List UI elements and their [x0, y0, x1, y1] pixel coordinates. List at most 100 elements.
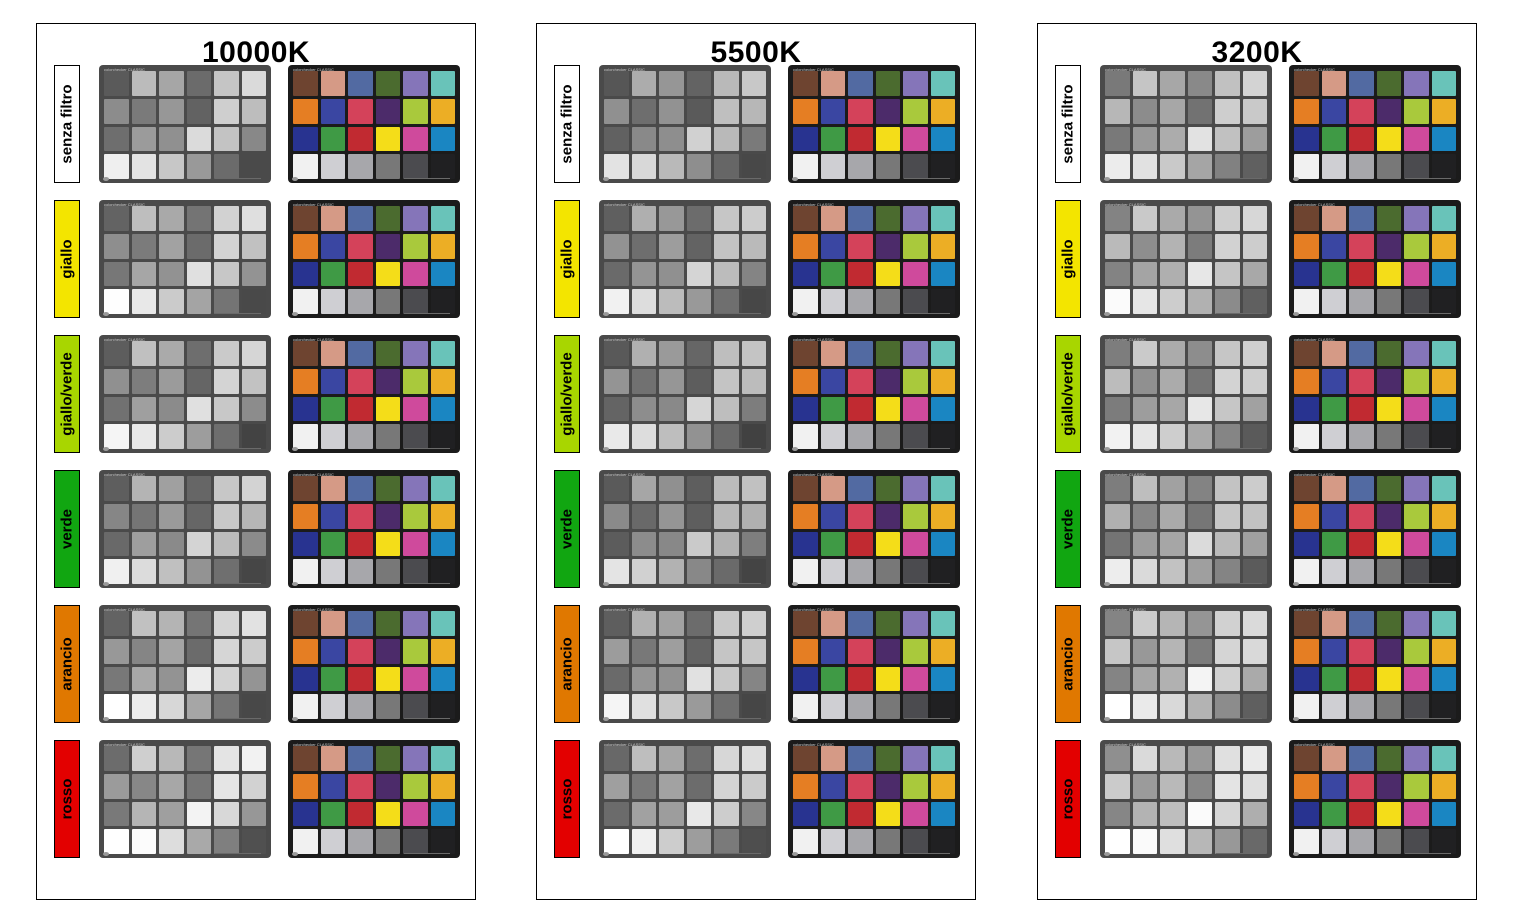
color-patch [375, 154, 400, 179]
chart-brand-label: colorchecker CLASSIC [1294, 742, 1335, 747]
gray-patch [741, 773, 766, 799]
color-patch [1294, 801, 1319, 827]
x-rite-logo-icon [603, 447, 609, 451]
color-patch [375, 341, 400, 366]
color-patch [1376, 206, 1401, 231]
filter-row-arancio: arancio colorchecker CLASSIC colorchecker … [1038, 603, 1476, 723]
color-patch [293, 559, 318, 584]
chart-brand-label: colorchecker CLASSIC [293, 202, 334, 207]
color-patch [820, 801, 845, 827]
gray-patch [1187, 261, 1212, 287]
gray-patch [186, 126, 211, 152]
color-patch [930, 801, 955, 827]
color-patch [1431, 638, 1456, 664]
color-patch [903, 476, 928, 501]
color-patch [375, 71, 400, 96]
gray-patch [1215, 126, 1240, 152]
patch-grid [1105, 746, 1267, 854]
gray-patch [631, 71, 656, 96]
gray-patch [714, 396, 739, 422]
gray-patch [131, 476, 156, 501]
color-patch [320, 638, 345, 664]
gray-patch [159, 126, 184, 152]
color-patch [1404, 261, 1429, 287]
panel-title: 5500K [710, 36, 802, 69]
color-patch [903, 746, 928, 771]
chart-footer-line [904, 178, 950, 179]
color-patch [1294, 503, 1319, 529]
color-patch [430, 801, 455, 827]
gray-patch [604, 559, 629, 584]
gray-patch [1105, 666, 1130, 692]
color-patch [348, 666, 373, 692]
gray-patch [631, 233, 656, 259]
x-rite-logo-icon [603, 852, 609, 856]
color-patch [430, 368, 455, 394]
gray-patch [714, 638, 739, 664]
color-patch [1294, 368, 1319, 394]
panel-5500k: 5500K senza filtro colorchecker CLASSIC col… [536, 23, 976, 900]
color-patch [403, 424, 428, 449]
color-patch [1431, 424, 1456, 449]
color-patch [403, 206, 428, 231]
color-patch [1431, 611, 1456, 636]
chart-brand-label: colorchecker CLASSIC [793, 202, 834, 207]
gray-patch [214, 694, 239, 719]
color-patch [348, 289, 373, 314]
color-patch [1376, 396, 1401, 422]
grayscale-colorchecker-photo: colorchecker CLASSIC [99, 470, 271, 588]
patch-grid [1105, 611, 1267, 719]
color-patch [1376, 559, 1401, 584]
chart-footer-line [715, 583, 761, 584]
x-rite-logo-icon [1293, 312, 1299, 316]
gray-patch [604, 341, 629, 366]
filter-row-verde: verde colorchecker CLASSIC colorchecker CL… [1038, 468, 1476, 588]
gray-patch [1215, 396, 1240, 422]
color-patch [1321, 289, 1346, 314]
color-patch [320, 531, 345, 557]
colorchecker-reference-chart: colorchecker CLASSIC [1289, 470, 1461, 588]
color-patch [930, 611, 955, 636]
gray-patch [686, 396, 711, 422]
color-patch [430, 611, 455, 636]
color-patch [1349, 829, 1374, 854]
color-patch [793, 368, 818, 394]
gray-patch [604, 396, 629, 422]
x-rite-logo-icon [103, 447, 109, 451]
filter-row-giallo-verde: giallo/verde colorchecker CLASSIC colorche… [1038, 333, 1476, 453]
gray-patch [241, 396, 266, 422]
color-patch [848, 531, 873, 557]
color-patch [875, 559, 900, 584]
gray-patch [104, 368, 129, 394]
color-patch [930, 638, 955, 664]
gray-patch [1215, 289, 1240, 314]
gray-patch [741, 424, 766, 449]
color-patch [348, 611, 373, 636]
color-patch [430, 746, 455, 771]
gray-patch [631, 126, 656, 152]
chart-footer-line [404, 178, 450, 179]
gray-patch [1242, 341, 1267, 366]
color-patch [1321, 98, 1346, 124]
gray-patch [186, 341, 211, 366]
x-rite-logo-icon [292, 177, 298, 181]
filter-row-giallo: giallo colorchecker CLASSIC colorchecker C… [537, 198, 975, 318]
x-rite-logo-icon [103, 852, 109, 856]
grayscale-colorchecker-photo: colorchecker CLASSIC [599, 740, 771, 858]
gray-patch [1215, 368, 1240, 394]
color-patch [820, 638, 845, 664]
color-patch [875, 368, 900, 394]
color-patch [293, 289, 318, 314]
color-patch [430, 233, 455, 259]
gray-patch [741, 368, 766, 394]
patch-grid [293, 341, 455, 449]
grayscale-colorchecker-photo: colorchecker CLASSIC [1100, 470, 1272, 588]
color-patch [293, 476, 318, 501]
color-patch [820, 71, 845, 96]
gray-patch [1105, 368, 1130, 394]
color-patch [793, 559, 818, 584]
color-patch [875, 126, 900, 152]
color-patch [403, 341, 428, 366]
gray-patch [1242, 396, 1267, 422]
x-rite-logo-icon [1104, 582, 1110, 586]
